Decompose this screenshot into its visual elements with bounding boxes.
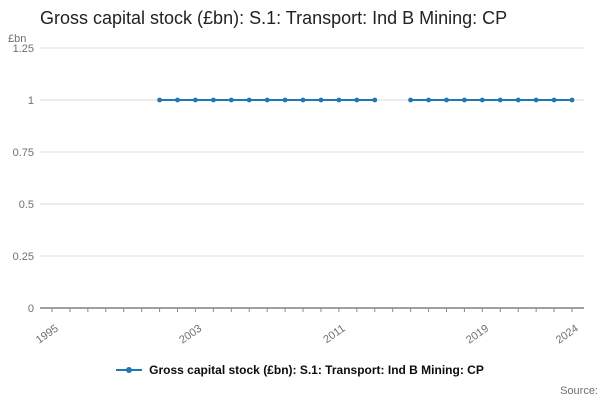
data-point-marker (318, 97, 324, 103)
y-tick-label: 1 (28, 95, 34, 107)
x-tick-label: 2003 (177, 323, 204, 347)
data-point-marker (462, 97, 467, 103)
chart-title: Gross capital stock (£bn): S.1: Transpor… (40, 8, 508, 28)
data-point-marker (515, 97, 521, 103)
data-point-marker (551, 97, 557, 103)
data-point-marker (300, 97, 306, 103)
data-point-marker (193, 97, 198, 103)
data-point-marker (336, 97, 342, 103)
x-tick-label: 2019 (464, 323, 491, 347)
legend: Gross capital stock (£bn): S.1: Transpor… (0, 363, 600, 377)
legend-line-marker-icon (116, 367, 143, 373)
y-tick-label: 0.5 (19, 199, 34, 211)
data-point-marker (426, 97, 431, 103)
data-point-marker (246, 97, 252, 103)
y-tick-label: 0.25 (13, 251, 34, 263)
data-point-marker (569, 97, 575, 103)
data-point-marker (354, 97, 360, 103)
legend-label: Gross capital stock (£bn): S.1: Transpor… (149, 363, 484, 377)
y-axis-unit-label: £bn (8, 33, 27, 45)
data-point-marker (408, 97, 413, 103)
data-point-marker (175, 97, 180, 103)
data-point-marker (533, 97, 539, 103)
y-tick-label: 1.25 (13, 43, 34, 55)
data-point-marker (211, 97, 216, 103)
x-tick-label: 1995 (34, 323, 61, 347)
y-tick-label: 0 (28, 303, 34, 315)
data-point-marker (372, 97, 378, 103)
data-point-marker (228, 97, 234, 103)
data-point-marker (282, 97, 288, 103)
x-tick-label: 2011 (321, 323, 347, 346)
data-point-marker (264, 97, 270, 103)
data-point-marker (157, 97, 163, 103)
x-tick-label: 2024 (554, 323, 581, 347)
y-tick-label: 0.75 (13, 147, 34, 159)
data-point-marker (497, 97, 503, 103)
data-point-marker (479, 97, 485, 103)
source-label: Source: (560, 385, 598, 397)
data-point-marker (444, 97, 449, 103)
